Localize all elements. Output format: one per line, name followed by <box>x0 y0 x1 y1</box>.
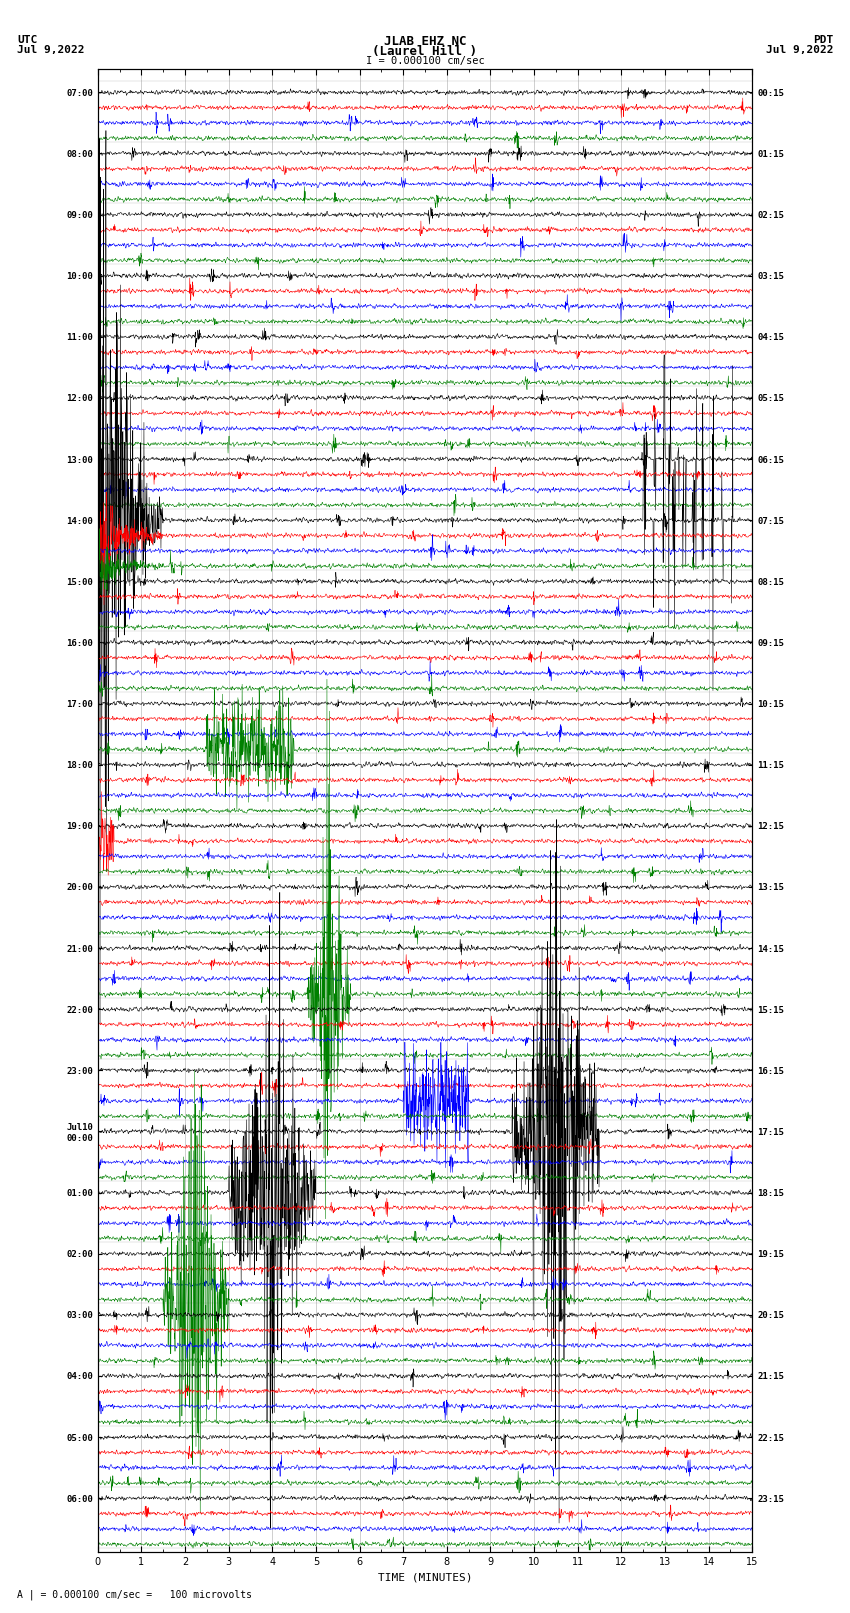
Text: PDT: PDT <box>813 35 833 45</box>
Text: (Laurel Hill ): (Laurel Hill ) <box>372 45 478 58</box>
Text: A | = 0.000100 cm/sec =   100 microvolts: A | = 0.000100 cm/sec = 100 microvolts <box>17 1589 252 1600</box>
Text: JLAB EHZ NC: JLAB EHZ NC <box>383 35 467 48</box>
Text: Jul 9,2022: Jul 9,2022 <box>17 45 84 55</box>
X-axis label: TIME (MINUTES): TIME (MINUTES) <box>377 1573 473 1582</box>
Text: UTC: UTC <box>17 35 37 45</box>
Text: Jul 9,2022: Jul 9,2022 <box>766 45 833 55</box>
Text: I = 0.000100 cm/sec: I = 0.000100 cm/sec <box>366 56 484 66</box>
